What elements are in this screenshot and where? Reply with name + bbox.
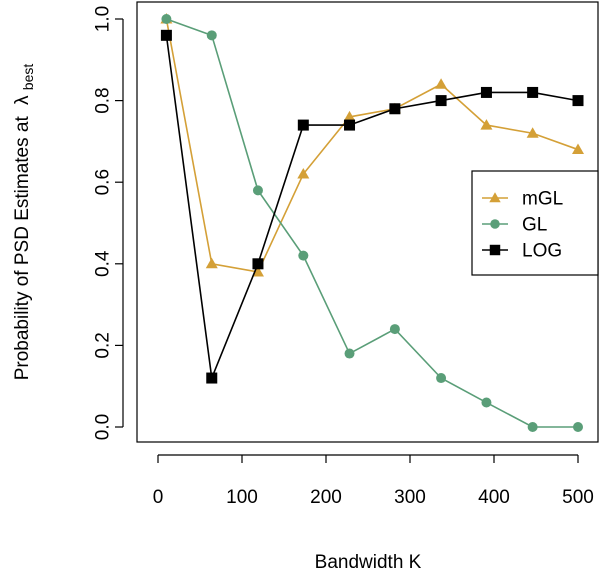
y-axis-title-main: Probability of PSD Estimates at xyxy=(12,116,33,381)
legend-marker-gl xyxy=(490,219,500,229)
legend-item-gl: GL xyxy=(482,215,547,236)
legend-item-log: LOG xyxy=(482,241,562,262)
data-point-mgl xyxy=(480,119,493,130)
data-point-gl xyxy=(161,14,172,24)
series-gl xyxy=(161,14,583,432)
y-tick-label: 0.8 xyxy=(93,87,114,113)
data-point-gl xyxy=(573,422,583,432)
data-point-log xyxy=(206,372,218,384)
y-tick-label: 0.0 xyxy=(93,414,114,440)
series-log xyxy=(160,29,584,384)
x-tick-label: 200 xyxy=(310,487,342,508)
data-point-log xyxy=(344,119,356,131)
series-line-log xyxy=(165,35,579,382)
legend-label-mgl: mGL xyxy=(522,189,563,210)
y-tick-label: 1.0 xyxy=(93,6,114,32)
legend-item-mgl: mGL xyxy=(482,189,563,210)
data-point-mgl xyxy=(205,257,218,269)
data-point-log xyxy=(297,119,309,131)
data-point-log xyxy=(389,103,401,115)
data-point-mgl xyxy=(251,265,264,277)
data-point-gl xyxy=(527,422,538,432)
y-axis-title-symbol: λ xyxy=(12,95,33,105)
data-point-log xyxy=(252,258,264,270)
y-axis-title-subscript: best xyxy=(20,64,36,91)
data-point-gl xyxy=(206,30,217,41)
x-tick-label: 300 xyxy=(394,487,426,508)
data-point-gl xyxy=(344,348,355,359)
data-point-gl xyxy=(389,324,400,335)
data-point-mgl xyxy=(343,110,356,122)
data-point-gl xyxy=(481,397,492,408)
legend-marker-mgl xyxy=(489,192,501,203)
data-point-gl xyxy=(298,250,309,261)
y-tick-label: 0.6 xyxy=(93,169,114,195)
y-axis-title: Probability of PSD Estimates at λ best xyxy=(12,64,36,381)
legend: mGL GL LOG xyxy=(471,170,599,276)
data-point-gl xyxy=(436,373,447,384)
data-point-log xyxy=(435,95,447,107)
data-point-log xyxy=(160,29,172,41)
series-line-gl xyxy=(166,18,578,428)
data-point-log xyxy=(572,95,584,107)
x-tick-label: 500 xyxy=(562,487,594,508)
series-line-mgl xyxy=(165,18,579,273)
x-axis-title: Bandwidth K xyxy=(315,552,422,573)
legend-marker-log xyxy=(489,244,501,256)
data-point-mgl xyxy=(435,78,448,89)
data-point-log xyxy=(527,86,539,98)
y-tick-label: 0.2 xyxy=(93,332,114,358)
x-tick-label: 100 xyxy=(226,487,258,508)
data-point-mgl xyxy=(526,127,539,138)
data-point-mgl xyxy=(297,168,310,179)
x-tick-label: 400 xyxy=(478,487,510,508)
data-point-gl xyxy=(252,185,263,196)
y-tick-label: 0.4 xyxy=(93,250,114,277)
legend-label-gl: GL xyxy=(522,215,547,236)
data-point-log xyxy=(480,86,492,98)
x-tick-label: 0 xyxy=(153,487,164,508)
data-point-mgl xyxy=(572,143,584,155)
legend-label-log: LOG xyxy=(522,241,562,262)
